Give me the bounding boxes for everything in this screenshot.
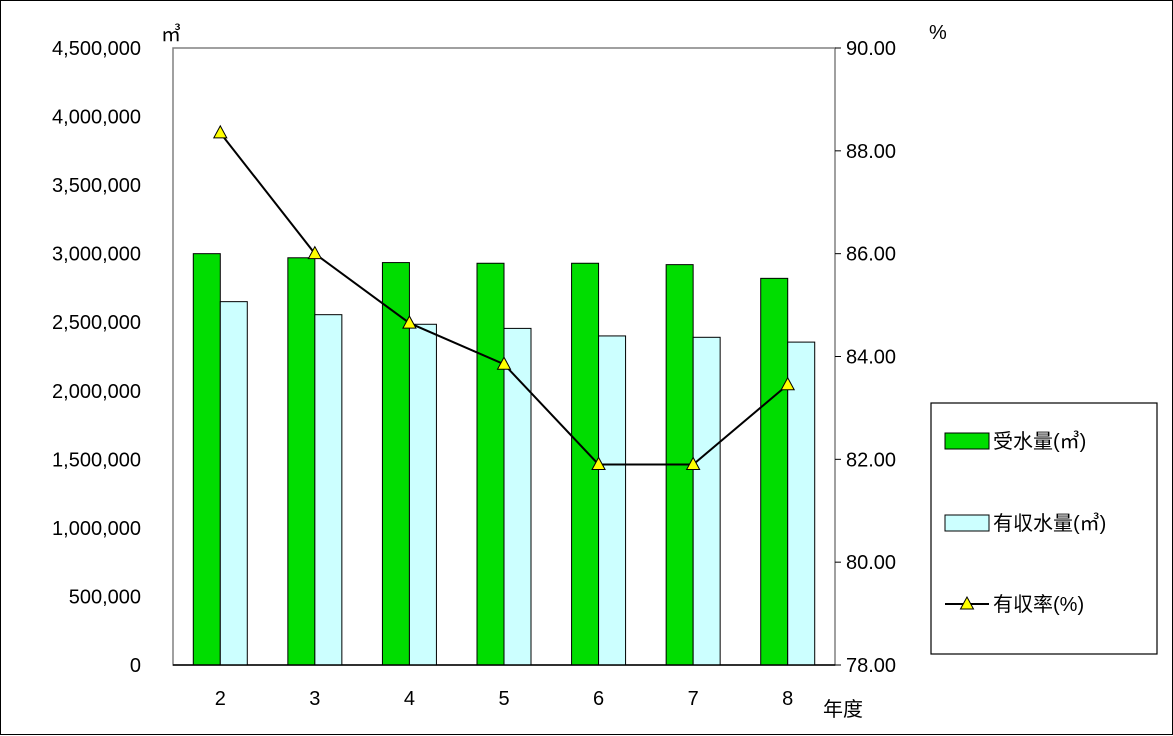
left-tick-label: 500,000 [69, 586, 141, 608]
left-axis-unit: ㎥ [161, 22, 181, 46]
bar-received-water [476, 262, 505, 666]
bar-received-water [760, 277, 789, 666]
legend-marker [959, 595, 975, 610]
line-marker [402, 315, 417, 329]
bar-revenue-water [314, 314, 343, 666]
left-tick-label: 4,000,000 [52, 107, 141, 129]
x-tick-label: 7 [688, 688, 699, 710]
right-tick-label: 82.00 [846, 449, 896, 471]
legend-label: 有収水量(㎥) [993, 511, 1106, 535]
bar-revenue-water [598, 335, 627, 666]
left-tick-label: 0 [130, 655, 141, 677]
right-axis-ticks: 78.00 80.00 82.00 84.00 86.00 88.00 90.00 [835, 38, 896, 677]
bar-received-water [287, 257, 316, 666]
bars-group [192, 253, 816, 666]
bar-revenue-water [408, 323, 437, 666]
legend-swatch [944, 514, 990, 532]
right-tick-label: 88.00 [846, 141, 896, 163]
x-tick-label: 4 [404, 688, 415, 710]
bar-revenue-water [787, 341, 816, 666]
legend-swatch [944, 432, 990, 450]
line-series-group [212, 124, 796, 470]
left-tick-label: 3,000,000 [52, 244, 141, 266]
left-tick-label: 3,500,000 [52, 175, 141, 197]
x-tick-label: 8 [782, 688, 793, 710]
line-marker [212, 124, 228, 139]
x-axis-label: 年度 [823, 698, 863, 721]
legend: 受水量(㎥) 有収水量(㎥) 有収率(%) [930, 402, 1158, 655]
right-tick-label: 84.00 [846, 347, 896, 369]
x-tick-label: 2 [215, 688, 226, 710]
left-tick-label: 2,000,000 [52, 381, 141, 403]
legend-label: 受水量(㎥) [993, 429, 1086, 453]
right-tick-label: 80.00 [846, 552, 896, 574]
x-tick-label: 5 [498, 688, 509, 710]
right-axis-unit: % [929, 22, 947, 44]
bar-revenue-water [692, 336, 721, 666]
left-axis-ticks: 0 500,000 1,000,000 1,500,000 2,000,000 2,500… [52, 38, 141, 677]
line-marker [496, 356, 512, 370]
bar-revenue-water [503, 327, 532, 666]
line-marker [307, 245, 323, 260]
x-tick-label: 3 [309, 688, 320, 710]
line-marker [591, 456, 606, 470]
x-axis-ticks: 2 3 4 5 6 7 8 [215, 688, 794, 710]
right-tick-label: 90.00 [846, 38, 896, 60]
bar-received-water [192, 253, 221, 666]
line-marker [685, 456, 701, 470]
left-tick-label: 1,000,000 [52, 518, 141, 540]
left-tick-label: 2,500,000 [52, 312, 141, 334]
left-tick-label: 1,500,000 [52, 449, 141, 471]
left-tick-label: 4,500,000 [52, 38, 141, 60]
legend-label: 有収率(%) [993, 593, 1084, 616]
bar-revenue-water [219, 301, 248, 666]
line-marker [780, 376, 796, 391]
right-tick-label: 78.00 [846, 655, 896, 677]
right-tick-label: 86.00 [846, 244, 896, 266]
bar-received-water [571, 262, 600, 666]
x-tick-label: 6 [593, 688, 604, 710]
